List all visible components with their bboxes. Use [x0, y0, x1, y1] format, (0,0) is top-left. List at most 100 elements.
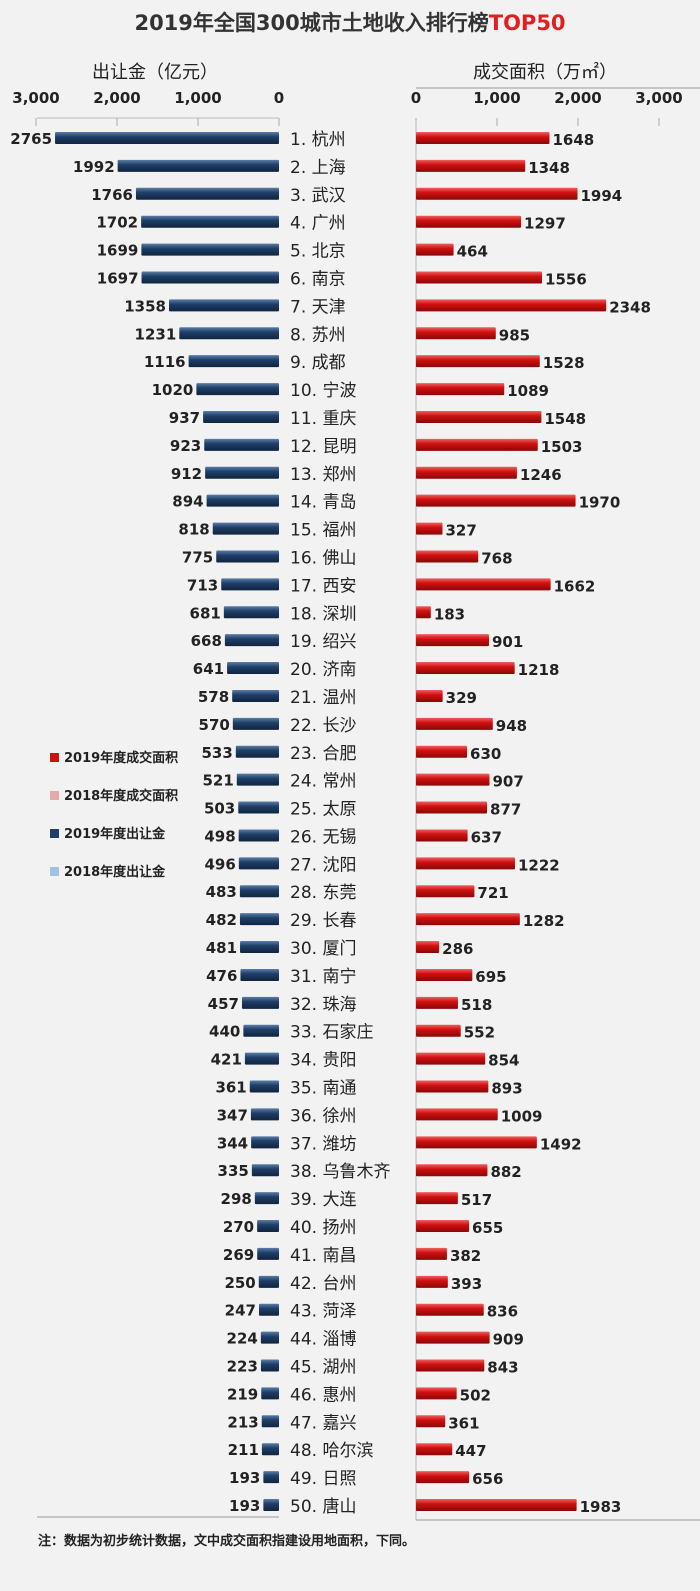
area-data-label: 1492 — [540, 1135, 582, 1153]
revenue-bar — [250, 1108, 279, 1121]
area-bar — [416, 1387, 457, 1400]
area-data-label: 1548 — [544, 410, 586, 428]
area-data-label: 877 — [490, 801, 521, 819]
revenue-data-label: 1358 — [124, 297, 166, 315]
category-label: 43. 菏泽 — [290, 1302, 356, 1322]
area-bar — [416, 578, 551, 591]
area-data-label: 1218 — [518, 661, 560, 679]
revenue-data-label: 457 — [208, 995, 239, 1013]
revenue-bar — [239, 885, 279, 898]
area-bar — [416, 689, 443, 702]
category-label: 15. 福州 — [290, 521, 356, 541]
category-label: 50. 唐山 — [290, 1496, 356, 1517]
revenue-bar — [263, 1471, 279, 1484]
revenue-data-label: 476 — [206, 967, 237, 985]
category-label: 17. 西安 — [290, 576, 356, 596]
area-bar — [416, 383, 505, 396]
area-bar — [416, 634, 489, 647]
revenue-bar — [254, 1192, 279, 1205]
revenue-data-label: 521 — [202, 772, 233, 790]
revenue-data-label: 496 — [205, 855, 236, 873]
revenue-bar — [260, 1331, 279, 1344]
area-data-label: 329 — [446, 689, 477, 707]
category-label: 1. 杭州 — [290, 130, 346, 150]
category-label: 39. 大连 — [290, 1190, 356, 1210]
category-label: 31. 南宁 — [290, 967, 356, 987]
revenue-bar — [261, 1443, 279, 1456]
area-bar — [416, 1192, 458, 1205]
category-label: 19. 绍兴 — [290, 632, 356, 652]
area-bar — [416, 1331, 490, 1344]
area-bar — [416, 327, 496, 340]
revenue-bar — [258, 1303, 279, 1316]
category-label: 5. 北京 — [290, 242, 346, 262]
right-tick-label: 2,000 — [554, 89, 601, 107]
category-label: 46. 惠州 — [290, 1385, 356, 1405]
revenue-data-label: 1231 — [135, 325, 177, 343]
category-label: 22. 长沙 — [290, 716, 356, 736]
revenue-data-label: 344 — [217, 1134, 248, 1152]
category-label: 25. 太原 — [290, 800, 356, 820]
legend-item: 2019年度成交面积 — [64, 750, 178, 766]
revenue-bar — [227, 662, 279, 675]
revenue-data-label: 1697 — [97, 269, 139, 287]
category-label: 49. 日照 — [290, 1469, 356, 1489]
category-label: 29. 长春 — [290, 911, 356, 931]
legend-swatch — [50, 829, 59, 838]
area-bar — [416, 1136, 537, 1149]
revenue-data-label: 775 — [182, 548, 213, 566]
area-bar — [416, 1080, 489, 1093]
legend-item: 2019年度出让金 — [64, 826, 166, 842]
area-bar — [416, 215, 522, 228]
area-bar — [416, 1220, 470, 1233]
area-data-label: 1282 — [523, 912, 565, 930]
area-data-label: 183 — [434, 605, 465, 623]
revenue-bar — [204, 438, 279, 451]
area-data-label: 1246 — [520, 466, 562, 484]
revenue-data-label: 1699 — [97, 242, 139, 260]
revenue-data-label: 250 — [224, 1274, 255, 1292]
revenue-bar — [241, 996, 279, 1009]
area-data-label: 382 — [450, 1247, 481, 1265]
area-data-label: 695 — [475, 968, 506, 986]
area-data-label: 655 — [472, 1219, 503, 1237]
category-label: 33. 石家庄 — [290, 1023, 373, 1043]
area-data-label: 854 — [488, 1052, 519, 1070]
legend-swatch — [50, 791, 59, 800]
area-bar — [416, 745, 468, 758]
revenue-bar — [257, 1247, 279, 1260]
revenue-data-label: 818 — [178, 521, 209, 539]
area-bar — [416, 913, 520, 926]
revenue-data-label: 247 — [225, 1302, 256, 1320]
category-label: 11. 重庆 — [290, 409, 356, 429]
revenue-bar — [141, 243, 279, 256]
category-label: 6. 南京 — [290, 269, 346, 289]
category-label: 4. 广州 — [290, 214, 346, 234]
right-axis-label: 成交面积（万㎡） — [473, 61, 617, 83]
revenue-data-label: 223 — [227, 1358, 258, 1376]
legend-item: 2018年度出让金 — [64, 864, 166, 880]
revenue-bar — [251, 1164, 279, 1177]
revenue-data-label: 1766 — [91, 186, 133, 204]
revenue-bar — [240, 968, 279, 981]
revenue-data-label: 481 — [206, 939, 237, 957]
area-data-label: 1556 — [545, 270, 587, 288]
revenue-bar — [257, 1220, 279, 1233]
area-data-label: 1970 — [579, 494, 621, 512]
revenue-data-label: 503 — [204, 800, 235, 818]
area-data-label: 327 — [445, 522, 476, 540]
area-data-label: 1983 — [580, 1498, 622, 1516]
category-label: 23. 合肥 — [290, 744, 356, 764]
revenue-bar — [258, 1275, 279, 1288]
area-data-label: 464 — [457, 243, 488, 261]
revenue-bar — [205, 466, 279, 479]
revenue-data-label: 482 — [206, 911, 237, 929]
area-data-label: 901 — [492, 633, 523, 651]
revenue-bar — [179, 327, 279, 340]
revenue-data-label: 894 — [172, 493, 203, 511]
revenue-bar — [188, 355, 279, 368]
revenue-data-label: 533 — [202, 744, 233, 762]
area-data-label: 630 — [470, 745, 501, 763]
category-label: 44. 淄博 — [290, 1330, 356, 1350]
